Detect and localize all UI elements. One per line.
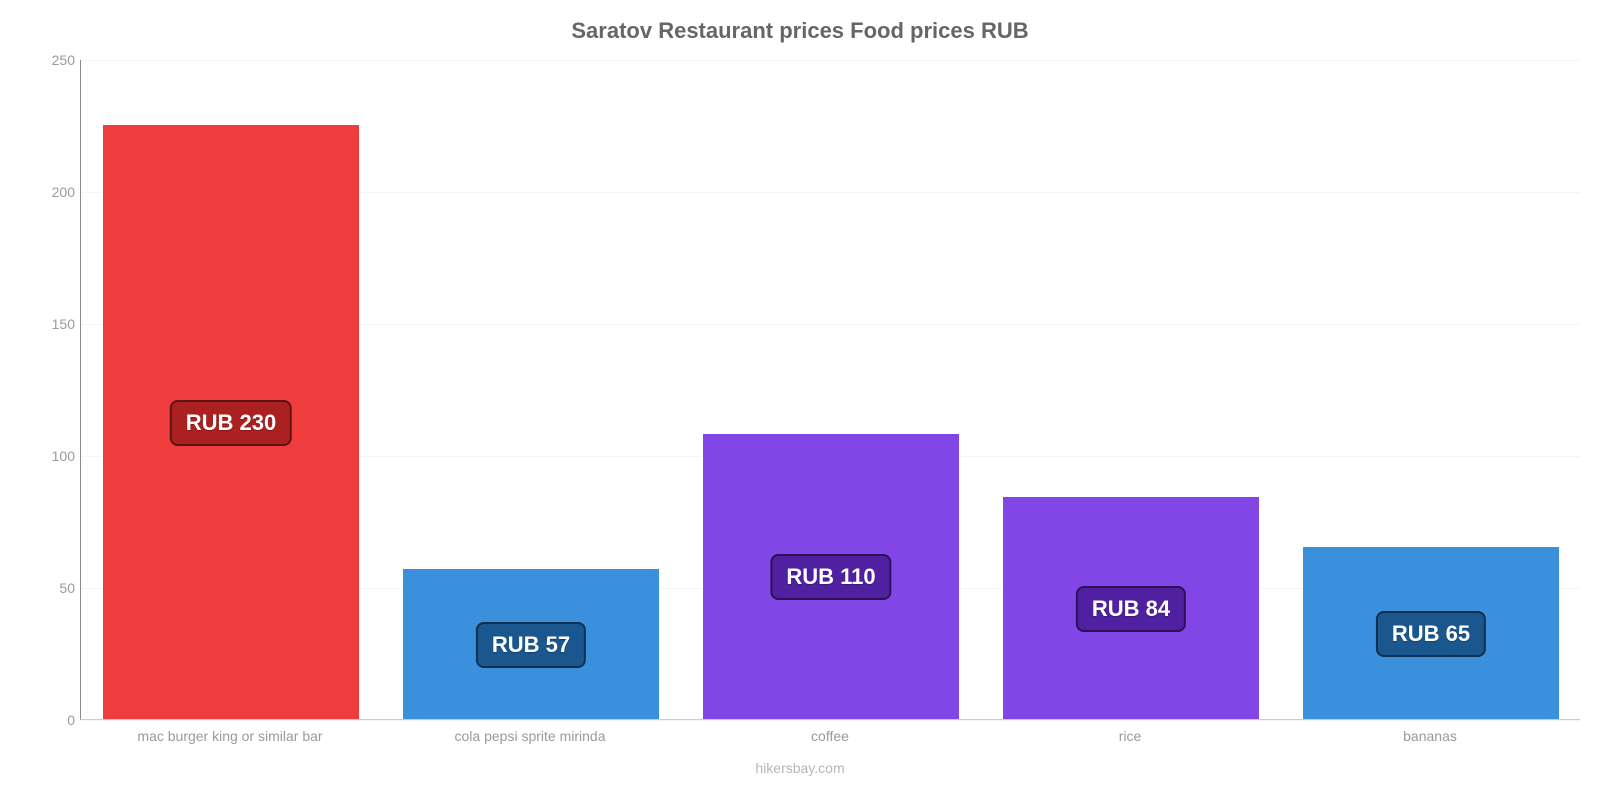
- chart-title: Saratov Restaurant prices Food prices RU…: [0, 18, 1600, 44]
- y-tick-250: 250: [35, 52, 75, 68]
- y-tick-50: 50: [35, 580, 75, 596]
- x-tick-3: rice: [1119, 728, 1142, 744]
- y-tick-150: 150: [35, 316, 75, 332]
- grid-line: [81, 60, 1580, 61]
- bar-label-3: RUB 84: [1076, 586, 1186, 632]
- y-tick-200: 200: [35, 184, 75, 200]
- bar-label-1: RUB 57: [476, 622, 586, 668]
- footer-credit: hikersbay.com: [0, 760, 1600, 776]
- bar-label-4: RUB 65: [1376, 611, 1486, 657]
- price-chart: Saratov Restaurant prices Food prices RU…: [0, 0, 1600, 800]
- y-tick-0: 0: [35, 712, 75, 728]
- x-tick-0: mac burger king or similar bar: [137, 728, 322, 744]
- y-tick-100: 100: [35, 448, 75, 464]
- bar-label-2: RUB 110: [770, 554, 891, 600]
- bar-label-0: RUB 230: [170, 400, 292, 446]
- plot-area: RUB 230 RUB 57 RUB 110 RUB 84 RUB 65: [80, 60, 1580, 720]
- x-tick-2: coffee: [811, 728, 849, 744]
- x-tick-4: bananas: [1403, 728, 1457, 744]
- x-tick-1: cola pepsi sprite mirinda: [455, 728, 606, 744]
- grid-line: [81, 720, 1580, 721]
